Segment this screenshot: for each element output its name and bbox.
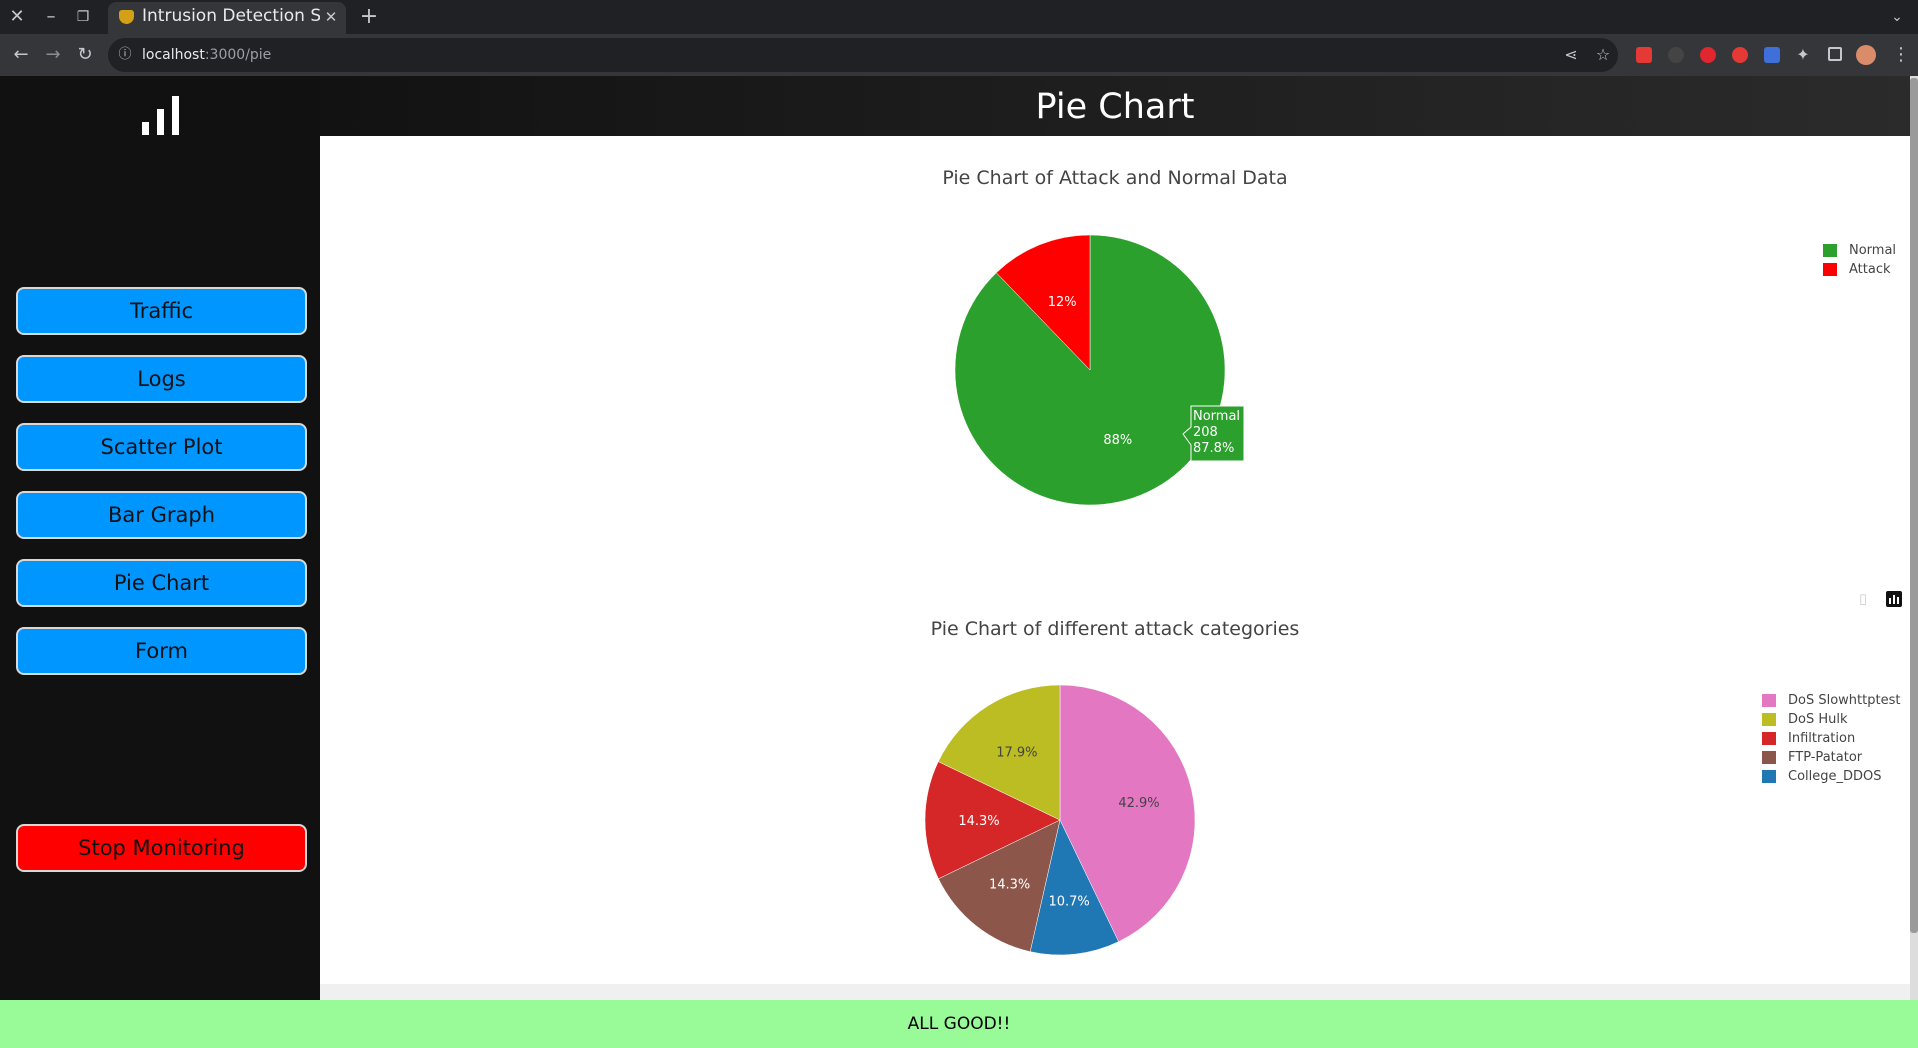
chart1-title: Pie Chart of Attack and Normal Data <box>942 167 1288 189</box>
status-bar: ALL GOOD!! <box>0 1000 1918 1048</box>
legend-label: Attack <box>1849 262 1891 277</box>
chart1-pie: 88% 12% <box>954 234 1226 506</box>
tab-search-chevron-icon[interactable]: ⌄ <box>1891 9 1903 25</box>
legend-item[interactable]: DoS Slowhttptest <box>1762 691 1918 710</box>
pie-slice-label: 10.7% <box>1048 894 1089 909</box>
chart2-legend: DoS Slowhttptest DoS Hulk Infiltration F… <box>1762 691 1918 786</box>
back-icon[interactable]: ← <box>13 44 29 65</box>
nav-scatter-plot-button[interactable]: Scatter Plot <box>16 423 307 471</box>
browser-tab[interactable] <box>108 2 346 34</box>
tab-title: Intrusion Detection Syst <box>142 6 320 26</box>
plotly-logo-icon[interactable] <box>1886 591 1902 607</box>
nav-form-button[interactable]: Form <box>16 627 307 675</box>
legend-swatch <box>1762 694 1776 707</box>
side-panel-icon[interactable] <box>1828 47 1842 61</box>
legend-swatch <box>1823 244 1837 257</box>
chart2-pie: 42.9% 10.7% 14.3% 14.3% 17.9% <box>924 684 1196 956</box>
tooltip-text: Normal 208 87.8% <box>1193 409 1240 457</box>
forward-icon[interactable]: → <box>45 44 61 65</box>
tooltip-value: 208 <box>1193 425 1218 440</box>
nav-bar-graph-button[interactable]: Bar Graph <box>16 491 307 539</box>
pie-slice-label: 17.9% <box>996 745 1037 760</box>
legend-swatch <box>1762 770 1776 783</box>
legend-label: DoS Slowhttptest <box>1788 693 1901 708</box>
pie-slice-attack[interactable] <box>996 234 1091 371</box>
close-tab-icon[interactable]: ✕ <box>324 8 338 26</box>
new-tab-icon[interactable]: + <box>359 4 379 29</box>
pie-slice-label: 42.9% <box>1118 796 1159 811</box>
camera-icon[interactable]: ⌷ <box>1858 591 1868 609</box>
page-title: Pie Chart <box>1035 87 1195 127</box>
page-header <box>320 76 1910 136</box>
signal-bars-logo-icon <box>142 96 179 135</box>
pie-slice-dos-slowhttptest[interactable] <box>1059 684 1196 942</box>
legend-item[interactable]: Normal <box>1823 241 1918 260</box>
shield-favicon-icon <box>119 10 134 24</box>
pie-slice-label: 12% <box>1048 295 1077 310</box>
legend-label: FTP-Patator <box>1788 750 1863 765</box>
extension-icon[interactable] <box>1668 47 1684 63</box>
chart1-legend: Normal Attack <box>1823 241 1918 279</box>
legend-item[interactable]: Infiltration <box>1762 729 1918 748</box>
pie-slice-dos-hulk[interactable] <box>937 684 1061 821</box>
horizontal-scroll-area <box>320 984 1910 1000</box>
scrollbar-thumb[interactable] <box>1910 78 1918 933</box>
legend-label: Normal <box>1849 243 1897 258</box>
legend-swatch <box>1762 751 1776 764</box>
url-path: :3000/pie <box>204 47 272 63</box>
chart2-title: Pie Chart of different attack categories <box>930 618 1300 640</box>
pie-slice-label: 14.3% <box>958 814 999 829</box>
reload-icon[interactable]: ↻ <box>77 44 93 65</box>
pie-slice-ftp-patator[interactable] <box>938 819 1061 952</box>
restore-window-icon[interactable]: ❐ <box>76 9 90 25</box>
profile-avatar[interactable] <box>1856 45 1876 65</box>
extensions-puzzle-icon[interactable]: ✦ <box>1796 45 1810 64</box>
legend-item[interactable]: College_DDOS <box>1762 767 1918 786</box>
pie-slice-label: 14.3% <box>989 877 1030 892</box>
pie-slice-infiltration[interactable] <box>924 761 1061 880</box>
legend-item[interactable]: Attack <box>1823 260 1918 279</box>
extension-icon[interactable] <box>1732 47 1748 63</box>
legend-label: DoS Hulk <box>1788 712 1848 727</box>
legend-item[interactable]: FTP-Patator <box>1762 748 1918 767</box>
hover-tooltip <box>1182 405 1245 462</box>
adblock-extension-icon[interactable] <box>1700 47 1716 63</box>
site-info-icon[interactable]: ⓘ <box>118 47 132 62</box>
legend-label: College_DDOS <box>1788 769 1882 784</box>
url-text: localhost:3000/pie <box>142 38 271 72</box>
extension-icon[interactable] <box>1764 47 1780 63</box>
tooltip-percent: 87.8% <box>1193 441 1235 456</box>
legend-item[interactable]: DoS Hulk <box>1762 710 1918 729</box>
tooltip-label: Normal <box>1193 409 1241 424</box>
bookmark-star-icon[interactable]: ☆ <box>1595 45 1611 64</box>
browser-menu-icon[interactable]: ⋮ <box>1892 44 1910 65</box>
share-icon[interactable]: ⋖ <box>1564 45 1578 64</box>
extension-icon[interactable] <box>1636 47 1652 63</box>
minimize-window-icon[interactable]: – <box>46 6 56 27</box>
legend-swatch <box>1823 263 1837 276</box>
close-window-icon[interactable]: ✕ <box>9 6 25 27</box>
nav-logs-button[interactable]: Logs <box>16 355 307 403</box>
nav-pie-chart-button[interactable]: Pie Chart <box>16 559 307 607</box>
url-host: localhost <box>142 47 205 63</box>
address-bar[interactable] <box>108 38 1618 72</box>
pie-slice-label: 88% <box>1103 433 1132 448</box>
stop-monitoring-button[interactable]: Stop Monitoring <box>16 824 307 872</box>
legend-swatch <box>1762 713 1776 726</box>
pie-slice-college-ddos[interactable] <box>1029 819 1119 956</box>
legend-swatch <box>1762 732 1776 745</box>
nav-traffic-button[interactable]: Traffic <box>16 287 307 335</box>
legend-label: Infiltration <box>1788 731 1856 746</box>
